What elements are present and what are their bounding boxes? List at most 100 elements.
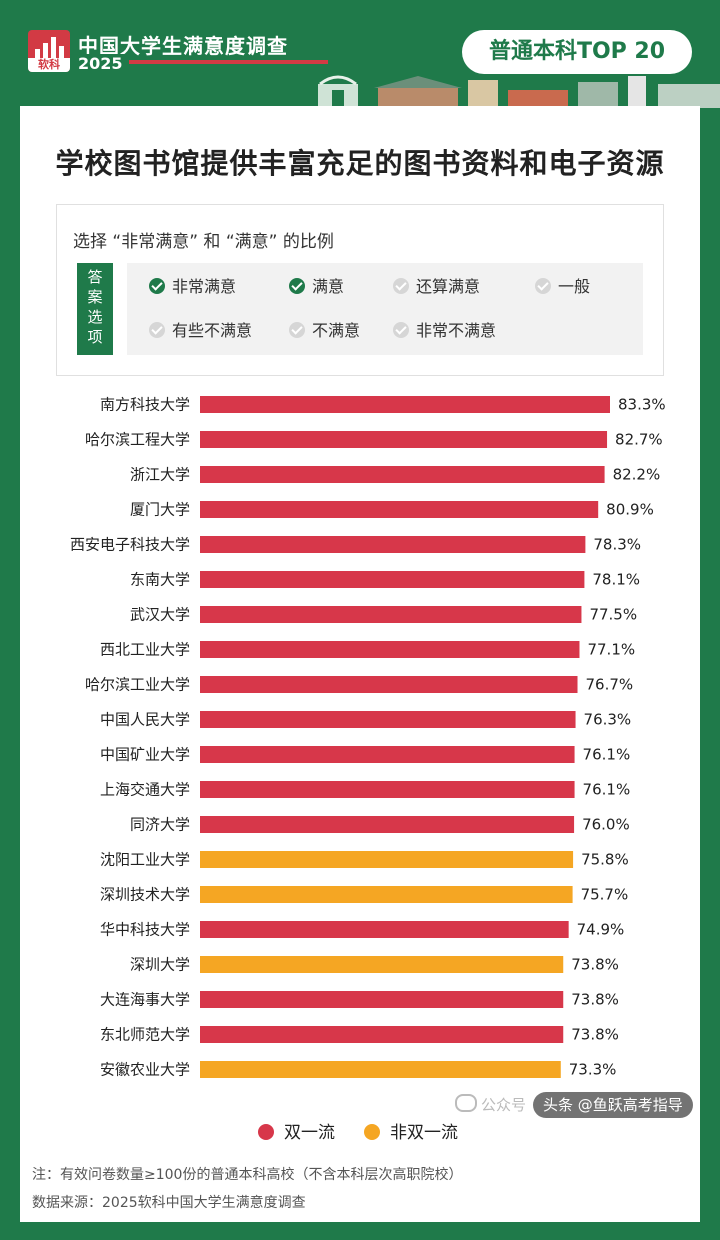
check-icon [289,322,305,338]
bar [200,536,586,553]
value-label: 73.8% [571,956,619,974]
header: 软科 中国大学生满意度调查 2025 普通本科TOP 20 [0,0,720,108]
bar [200,816,575,833]
category-label: 武汉大学 [130,606,190,624]
ruanke-logo: 软科 [28,30,70,72]
chart-title: 学校图书馆提供丰富充足的图书资料和电子资源 [55,147,665,180]
option-label: 有些不满意 [172,321,253,340]
legend-item-non-double-first-class: 非双一流 [364,1122,458,1144]
option-label: 非常不满意 [416,321,497,340]
category-label: 南方科技大学 [100,396,190,414]
category-label: 大连海事大学 [100,991,190,1009]
value-label: 75.7% [581,886,629,904]
legend-item-double-first-class: 双一流 [258,1122,335,1144]
option-somewhat-dissatisfied: 有些不满意 [149,320,252,342]
brand-year: 2025 [78,54,129,73]
value-label: 77.1% [587,641,635,659]
value-label: 78.3% [593,536,641,554]
bar [200,396,610,413]
check-icon [149,278,165,294]
value-label: 74.9% [577,921,625,939]
option-fairly-satisfied: 还算满意 [393,276,480,298]
option-label: 不满意 [312,321,361,340]
data-source: 数据来源：2025软科中国大学生满意度调查 [32,1195,306,1211]
wechat-watermark: 公众号 [455,1094,526,1115]
category-label: 同济大学 [130,816,190,834]
value-label: 73.3% [569,1061,617,1079]
value-label: 76.1% [583,746,631,764]
category-label: 厦门大学 [130,501,190,519]
bar [200,606,582,623]
content-panel: 学校图书馆提供丰富充足的图书资料和电子资源 选择 “非常满意” 和 “满意” 的… [20,106,700,1222]
value-label: 83.3% [618,396,666,414]
value-label: 82.2% [613,466,661,484]
bar-chart: 南方科技大学 83.3% 哈尔滨工程大学 82.7% 浙江大学 82.2% 厦门大学 80.9… [70,396,666,1079]
value-label: 73.8% [571,991,619,1009]
category-label: 深圳大学 [130,956,190,974]
category-label: 哈尔滨工业大学 [85,676,190,694]
value-label: 75.8% [581,851,629,869]
value-label: 76.0% [582,816,630,834]
bar [200,676,578,693]
category-label: 沈阳工业大学 [100,851,190,869]
category-label: 华中科技大学 [100,921,190,939]
check-icon [393,278,409,294]
category-label: 西北工业大学 [100,641,190,659]
option-very-dissatisfied: 非常不满意 [393,320,496,342]
bar [200,431,608,448]
value-label: 76.1% [583,781,631,799]
value-label: 77.5% [589,606,637,624]
top20-badge: 普通本科TOP 20 [462,30,692,74]
check-icon [289,278,305,294]
value-label: 73.8% [571,1026,619,1044]
value-label: 76.3% [584,711,632,729]
check-icon [535,278,551,294]
bar [200,956,564,973]
category-label: 中国人民大学 [100,711,190,729]
logo-text: 软科 [28,58,70,72]
tag-char: 选 [87,308,103,326]
bar [200,921,569,938]
option-very-satisfied: 非常满意 [149,276,236,298]
bar [200,886,573,903]
category-label: 上海交通大学 [100,781,190,799]
bar [200,1061,561,1078]
footnote: 注：有效问卷数量≥100份的普通本科高校（不含本科层次高职院校） [32,1167,463,1183]
category-label: 深圳技术大学 [100,886,190,904]
category-label: 中国矿业大学 [100,746,190,764]
option-dissatisfied: 不满意 [289,320,360,342]
bar [200,711,576,728]
bar [200,991,564,1008]
bar [200,746,575,763]
check-icon [393,322,409,338]
option-label: 还算满意 [416,277,481,296]
category-label: 西安电子科技大学 [70,536,190,554]
category-label: 安徽农业大学 [100,1061,190,1079]
wechat-watermark-text: 公众号 [481,1096,527,1114]
value-label: 76.7% [586,676,634,694]
toutiao-watermark: 头条 @鱼跃高考指导 [533,1092,693,1118]
legend-label: 双一流 [284,1123,335,1143]
option-label: 非常满意 [172,277,237,296]
category-label: 东北师范大学 [100,1026,190,1044]
campus-skyline-illustration [318,75,720,108]
option-average: 一般 [535,276,590,298]
option-label: 一般 [558,277,591,296]
options-question: 选择 “非常满意” 和 “满意” 的比例 [73,232,334,252]
legend-swatch [364,1124,380,1140]
bar [200,781,575,798]
answer-options-box: 选择 “非常满意” 和 “满意” 的比例 答 案 选 项 非常满意 满意 还算满… [56,204,664,376]
value-label: 78.1% [592,571,640,589]
bar [200,466,605,483]
option-satisfied: 满意 [289,276,344,298]
bar [200,641,580,658]
value-label: 80.9% [606,501,654,519]
category-label: 哈尔滨工程大学 [85,431,190,449]
check-icon [149,322,165,338]
brand-underline [78,60,328,64]
bar [200,1026,564,1043]
answer-options-tag: 答 案 选 项 [77,263,113,355]
value-label: 82.7% [615,431,663,449]
bar [200,501,599,518]
options-list: 非常满意 满意 还算满意 一般 有些不满意 不满意 非常不满意 [127,263,643,355]
